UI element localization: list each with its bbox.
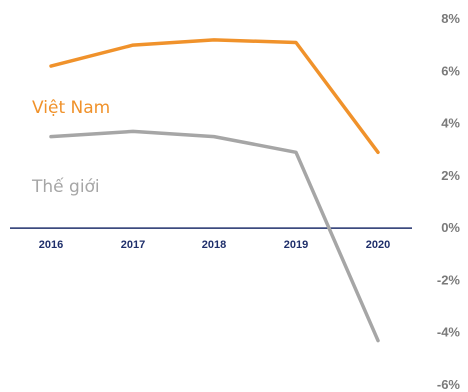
- y-tick-label: 4%: [441, 116, 460, 131]
- y-tick-label: 2%: [441, 168, 460, 183]
- series-line-viet-nam: [49, 38, 380, 155]
- y-tick-label: -4%: [437, 325, 461, 340]
- y-tick-label: -6%: [437, 377, 461, 392]
- y-tick-label: -2%: [437, 272, 461, 287]
- series-lines: [49, 38, 380, 343]
- y-tick-label: 0%: [441, 220, 460, 235]
- x-axis-ticks: 2016 2017 2018 2019 2020: [39, 239, 390, 251]
- series-labels: Việt Nam Thế giới: [31, 98, 110, 197]
- y-axis-ticks: 8% 6% 4% 2% 0% -2% -4% -6%: [437, 11, 461, 392]
- x-tick-label: 2018: [202, 239, 226, 251]
- series-line-the-gioi: [49, 129, 380, 343]
- series-label-the-gioi: Thế giới: [31, 176, 100, 197]
- x-tick-label: 2017: [121, 239, 145, 251]
- x-tick-label: 2019: [284, 239, 308, 251]
- y-tick-label: 8%: [441, 11, 460, 26]
- x-tick-label: 2016: [39, 239, 63, 251]
- x-tick-label: 2020: [366, 239, 390, 251]
- series-label-viet-nam: Việt Nam: [32, 98, 110, 118]
- y-tick-label: 6%: [441, 63, 460, 78]
